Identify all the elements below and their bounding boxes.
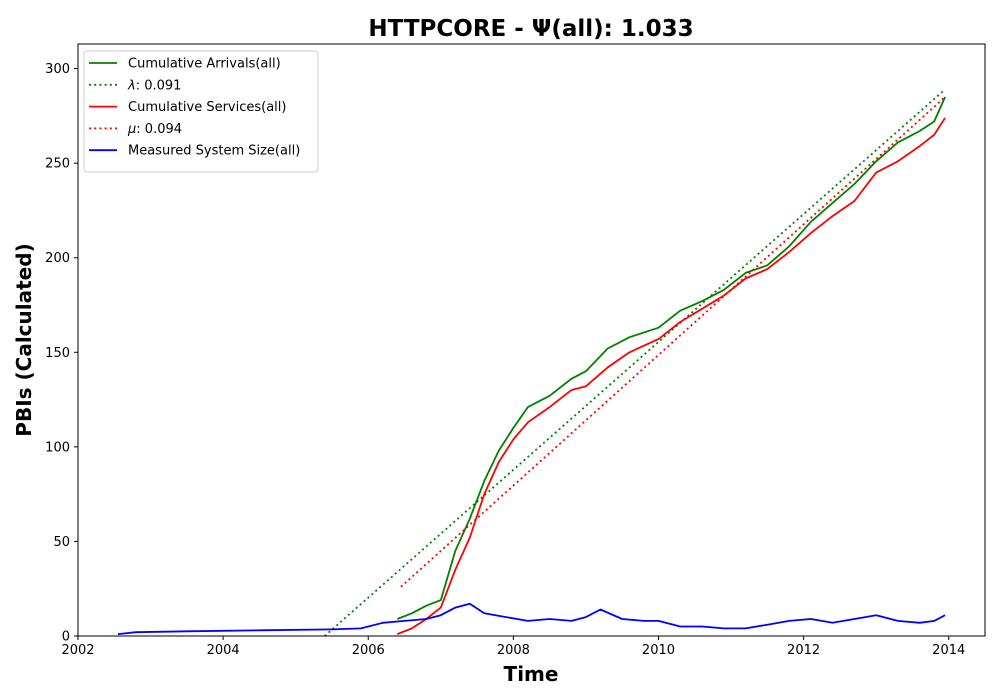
plot-area: 2002 2004 2006 2008 2010 2012 2014 0 50 100 150 200… <box>45 43 986 658</box>
x-tick-label: 2014 <box>932 643 965 658</box>
x-tick-label: 2006 <box>352 643 385 658</box>
legend-label-3: μ: 0.094 <box>127 122 182 137</box>
x-tick-label: 2002 <box>61 643 94 658</box>
series-group <box>117 88 946 636</box>
plot-frame <box>77 43 986 637</box>
x-tick-label: 2008 <box>497 643 530 658</box>
x-axis-label: Time <box>504 662 559 686</box>
y-tick-label: 150 <box>45 346 70 361</box>
legend-value: : 0.094 <box>136 122 182 137</box>
legend-box <box>83 50 319 173</box>
y-tick-label: 100 <box>45 440 70 455</box>
y-tick-label: 250 <box>45 157 70 172</box>
y-tick-label: 50 <box>53 535 70 550</box>
legend-label-4: Measured System Size(all) <box>128 144 300 159</box>
legend-label-0: Cumulative Arrivals(all) <box>128 57 281 72</box>
series-line-1 <box>324 88 946 636</box>
legend-label-1: λ: 0.091 <box>127 78 181 93</box>
x-tick-label: 2010 <box>642 643 675 658</box>
chart-title: HTTPCORE - Ψ(all): 1.033 <box>368 16 693 42</box>
legend-symbol: μ <box>127 122 136 137</box>
y-tick-label: 300 <box>45 62 70 77</box>
legend-label-2: Cumulative Services(all) <box>128 100 286 115</box>
legend: Cumulative Arrivals(all) λ: 0.091 Cumulati… <box>83 50 319 173</box>
legend-symbol: λ <box>127 78 136 93</box>
y-axis-label: PBIs (Calculated) <box>12 243 36 436</box>
legend-value: : 0.091 <box>136 78 182 93</box>
x-tick-label: 2012 <box>787 643 820 658</box>
series-line-2 <box>396 117 946 635</box>
series-line-4 <box>117 602 946 635</box>
y-tick-label: 200 <box>45 251 70 266</box>
x-tick-label: 2004 <box>207 643 240 658</box>
series-line-3 <box>400 96 946 588</box>
series-line-0 <box>396 96 946 620</box>
y-tick-label: 0 <box>62 630 70 645</box>
